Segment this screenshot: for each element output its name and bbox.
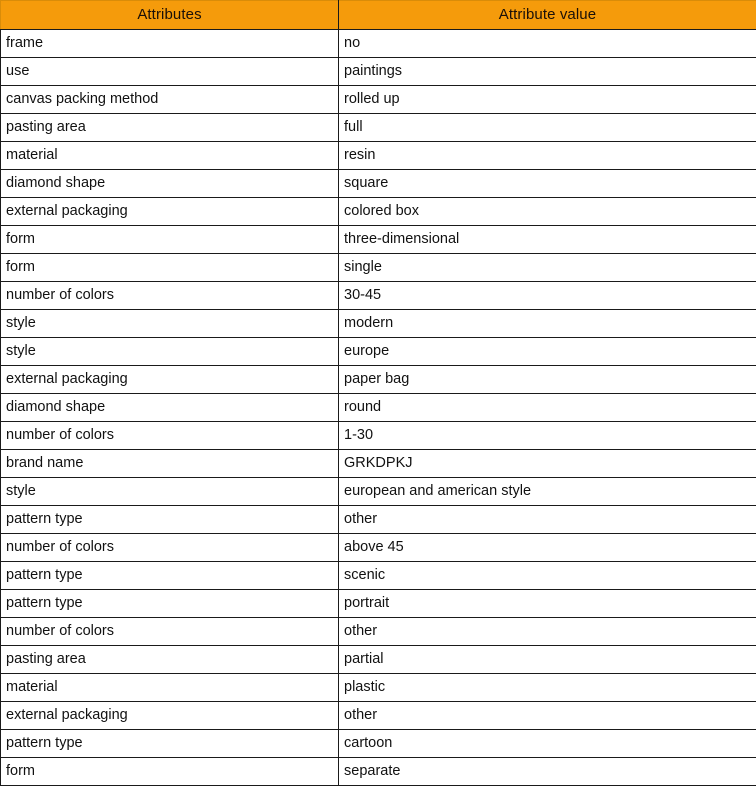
cell-attribute-value: rolled up [339,86,756,114]
cell-attribute-value: paintings [339,58,756,86]
cell-attribute: style [1,478,339,506]
cell-attribute-value: modern [339,310,756,338]
cell-attribute-value: other [339,618,756,646]
cell-attribute: pattern type [1,562,339,590]
table-header: Attributes Attribute value [1,1,756,30]
cell-attribute-value: single [339,254,756,282]
cell-attribute-value: round [339,394,756,422]
column-header-attribute-value: Attribute value [339,1,756,30]
cell-attribute-value: full [339,114,756,142]
cell-attribute: pasting area [1,646,339,674]
cell-attribute: number of colors [1,534,339,562]
cell-attribute-value: GRKDPKJ [339,450,756,478]
cell-attribute: material [1,142,339,170]
cell-attribute-value: scenic [339,562,756,590]
cell-attribute: brand name [1,450,339,478]
cell-attribute-value: square [339,170,756,198]
cell-attribute-value: separate [339,758,756,786]
cell-attribute: material [1,674,339,702]
cell-attribute-value: partial [339,646,756,674]
cell-attribute: diamond shape [1,394,339,422]
cell-attribute: pattern type [1,590,339,618]
cell-attribute-value: 1-30 [339,422,756,450]
cell-attribute-value: above 45 [339,534,756,562]
cell-attribute: number of colors [1,618,339,646]
cell-attribute-value: plastic [339,674,756,702]
cell-attribute-value: other [339,506,756,534]
cell-attribute: external packaging [1,366,339,394]
cell-attribute-value: colored box [339,198,756,226]
cell-attribute: number of colors [1,422,339,450]
column-header-attributes: Attributes [1,1,339,30]
cell-attribute-value: other [339,702,756,730]
cell-attribute-value: paper bag [339,366,756,394]
cell-attribute: number of colors [1,282,339,310]
cell-attribute: pattern type [1,506,339,534]
cell-attribute: frame [1,30,339,58]
cell-attribute: canvas packing method [1,86,339,114]
cell-attribute: use [1,58,339,86]
cell-attribute: external packaging [1,198,339,226]
cell-attribute: diamond shape [1,170,339,198]
cell-attribute-value: 30-45 [339,282,756,310]
cell-attribute-value: resin [339,142,756,170]
cell-attribute: form [1,758,339,786]
cell-attribute-value: european and american style [339,478,756,506]
cell-attribute-value: no [339,30,756,58]
table-header-row: Attributes Attribute value [1,1,756,30]
cell-attribute: pattern type [1,730,339,758]
cell-attribute-value: portrait [339,590,756,618]
cell-attribute-value: three-dimensional [339,226,756,254]
cell-attribute-value: europe [339,338,756,366]
cell-attribute: form [1,254,339,282]
cell-attribute: pasting area [1,114,339,142]
cell-attribute-value: cartoon [339,730,756,758]
cell-attribute: form [1,226,339,254]
cell-attribute: style [1,310,339,338]
cell-attribute: external packaging [1,702,339,730]
cell-attribute: style [1,338,339,366]
